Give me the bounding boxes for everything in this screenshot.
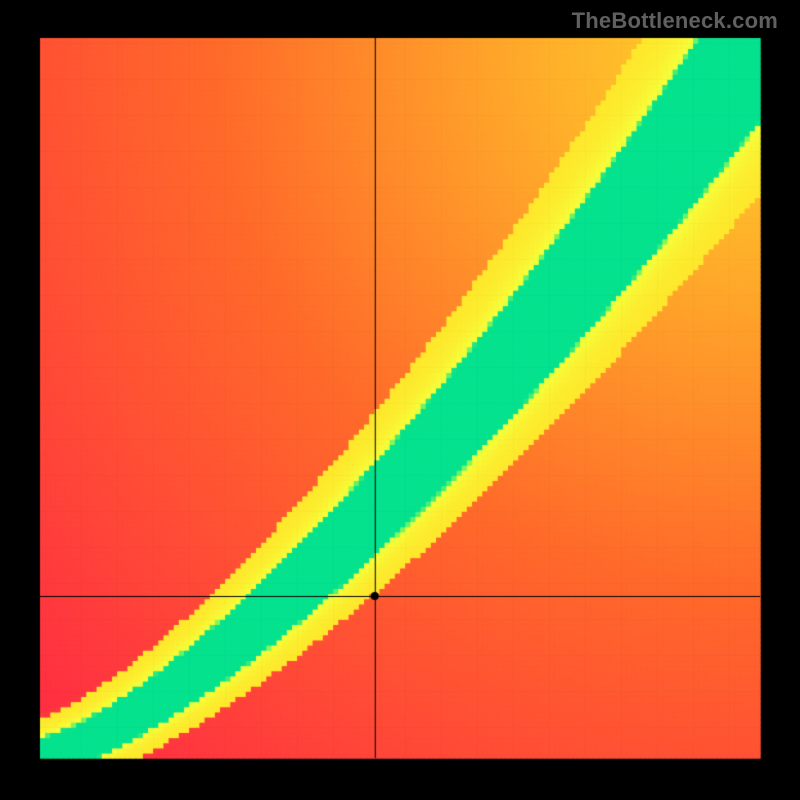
- watermark-text: TheBottleneck.com: [572, 8, 778, 34]
- heatmap-canvas: [0, 0, 800, 800]
- chart-container: TheBottleneck.com: [0, 0, 800, 800]
